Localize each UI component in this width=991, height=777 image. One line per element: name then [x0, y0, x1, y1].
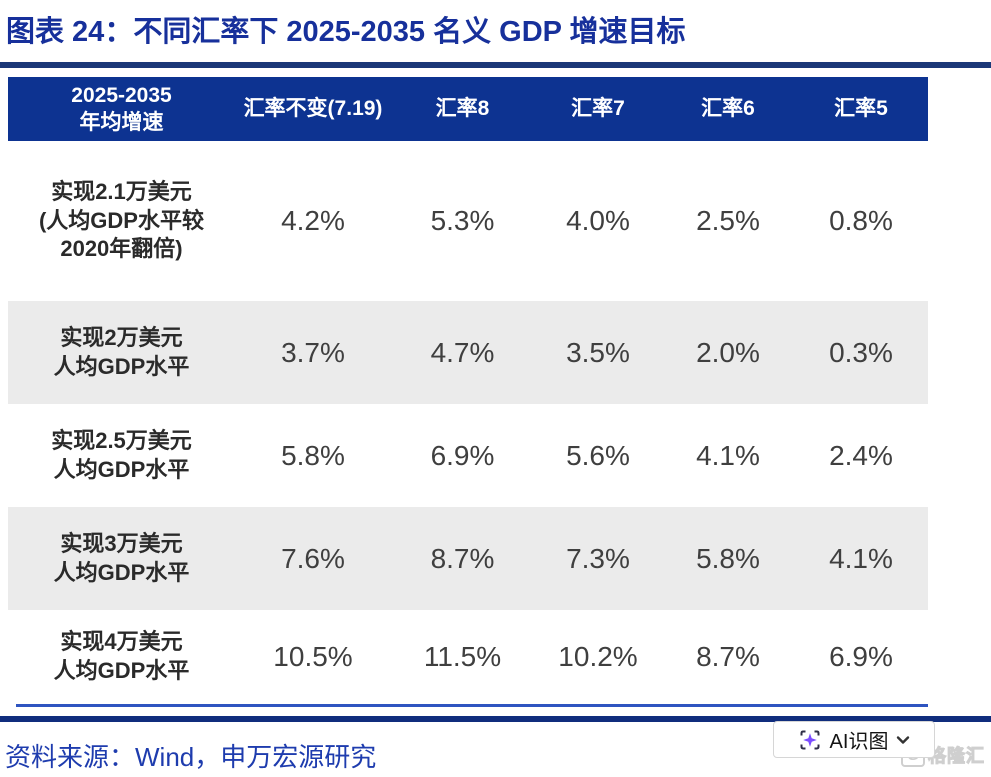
row-label: 实现2万美元 人均GDP水平	[53, 324, 190, 379]
scan-sparkle-icon	[798, 728, 822, 752]
page-divider	[0, 716, 991, 722]
value-cell: 3.7%	[281, 336, 345, 368]
table-row: 实现4万美元 人均GDP水平 10.5% 11.5% 10.2% 8.7% 6.…	[8, 610, 928, 703]
table-row: 实现2万美元 人均GDP水平 3.7% 4.7% 3.5% 2.0% 0.3%	[8, 301, 928, 404]
gdp-growth-table: 2025-2035 年均增速 汇率不变(7.19) 汇率8 汇率7 汇率6 汇率…	[8, 77, 928, 703]
row-label: 实现2.1万美元 (人均GDP水平较 2020年翻倍)	[38, 179, 204, 262]
header-cell: 汇率5	[834, 97, 888, 121]
value-cell: 2.5%	[696, 205, 760, 236]
value-cell: 4.1%	[829, 542, 893, 574]
table-row: 实现2.1万美元 (人均GDP水平较 2020年翻倍) 4.2% 5.3% 4.…	[8, 141, 928, 301]
header-cell: 汇率6	[701, 97, 755, 121]
table-bottom-rule	[16, 704, 928, 707]
value-cell: 5.6%	[566, 439, 630, 471]
value-cell: 8.7%	[430, 542, 495, 574]
value-cell: 4.0%	[566, 205, 630, 236]
value-cell: 11.5%	[423, 640, 502, 672]
value-cell: 0.3%	[829, 336, 893, 368]
header-cell: 汇率7	[571, 97, 625, 121]
value-cell: 5.8%	[696, 542, 760, 574]
title-divider	[0, 62, 991, 68]
row-label: 实现4万美元 人均GDP水平	[53, 628, 190, 683]
header-cell: 汇率不变(7.19)	[243, 97, 383, 121]
value-cell: 4.7%	[430, 336, 495, 368]
value-cell: 7.3%	[566, 542, 630, 574]
header-cell: 汇率8	[435, 97, 490, 121]
value-cell: 8.7%	[696, 640, 760, 672]
row-label: 实现2.5万美元 人均GDP水平	[51, 427, 192, 482]
value-cell: 10.2%	[558, 640, 638, 672]
value-cell: 2.0%	[696, 336, 760, 368]
value-cell: 4.1%	[696, 439, 760, 471]
value-cell: 7.6%	[281, 542, 345, 574]
row-label: 实现3万美元 人均GDP水平	[53, 530, 190, 585]
ai-recognize-button[interactable]: AI识图	[773, 721, 935, 758]
value-cell: 2.4%	[829, 439, 893, 471]
header-cell: 2025-2035 年均增速	[71, 83, 172, 134]
chevron-down-icon	[896, 735, 910, 745]
value-cell: 6.9%	[430, 439, 495, 471]
value-cell: 6.9%	[829, 640, 893, 672]
table-row: 实现3万美元 人均GDP水平 7.6% 8.7% 7.3% 5.8% 4.1%	[8, 507, 928, 610]
value-cell: 4.2%	[281, 205, 345, 236]
table-row: 实现2.5万美元 人均GDP水平 5.8% 6.9% 5.6% 4.1% 2.4…	[8, 404, 928, 507]
source-note: 资料来源：Wind，申万宏源研究	[5, 742, 377, 772]
value-cell: 5.8%	[281, 439, 345, 471]
table-header-row: 2025-2035 年均增速 汇率不变(7.19) 汇率8 汇率7 汇率6 汇率…	[8, 77, 928, 141]
ai-button-label: AI识图	[829, 731, 889, 753]
value-cell: 5.3%	[430, 205, 495, 236]
value-cell: 0.8%	[829, 205, 893, 236]
watermark-text: 格隆汇	[928, 746, 985, 767]
value-cell: 3.5%	[566, 336, 630, 368]
value-cell: 10.5%	[273, 640, 353, 672]
figure-title: 图表 24：不同汇率下 2025-2035 名义 GDP 增速目标	[6, 16, 686, 48]
